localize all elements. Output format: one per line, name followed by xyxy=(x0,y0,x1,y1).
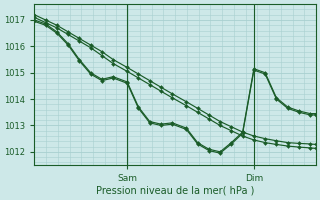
X-axis label: Pression niveau de la mer( hPa ): Pression niveau de la mer( hPa ) xyxy=(96,186,254,196)
